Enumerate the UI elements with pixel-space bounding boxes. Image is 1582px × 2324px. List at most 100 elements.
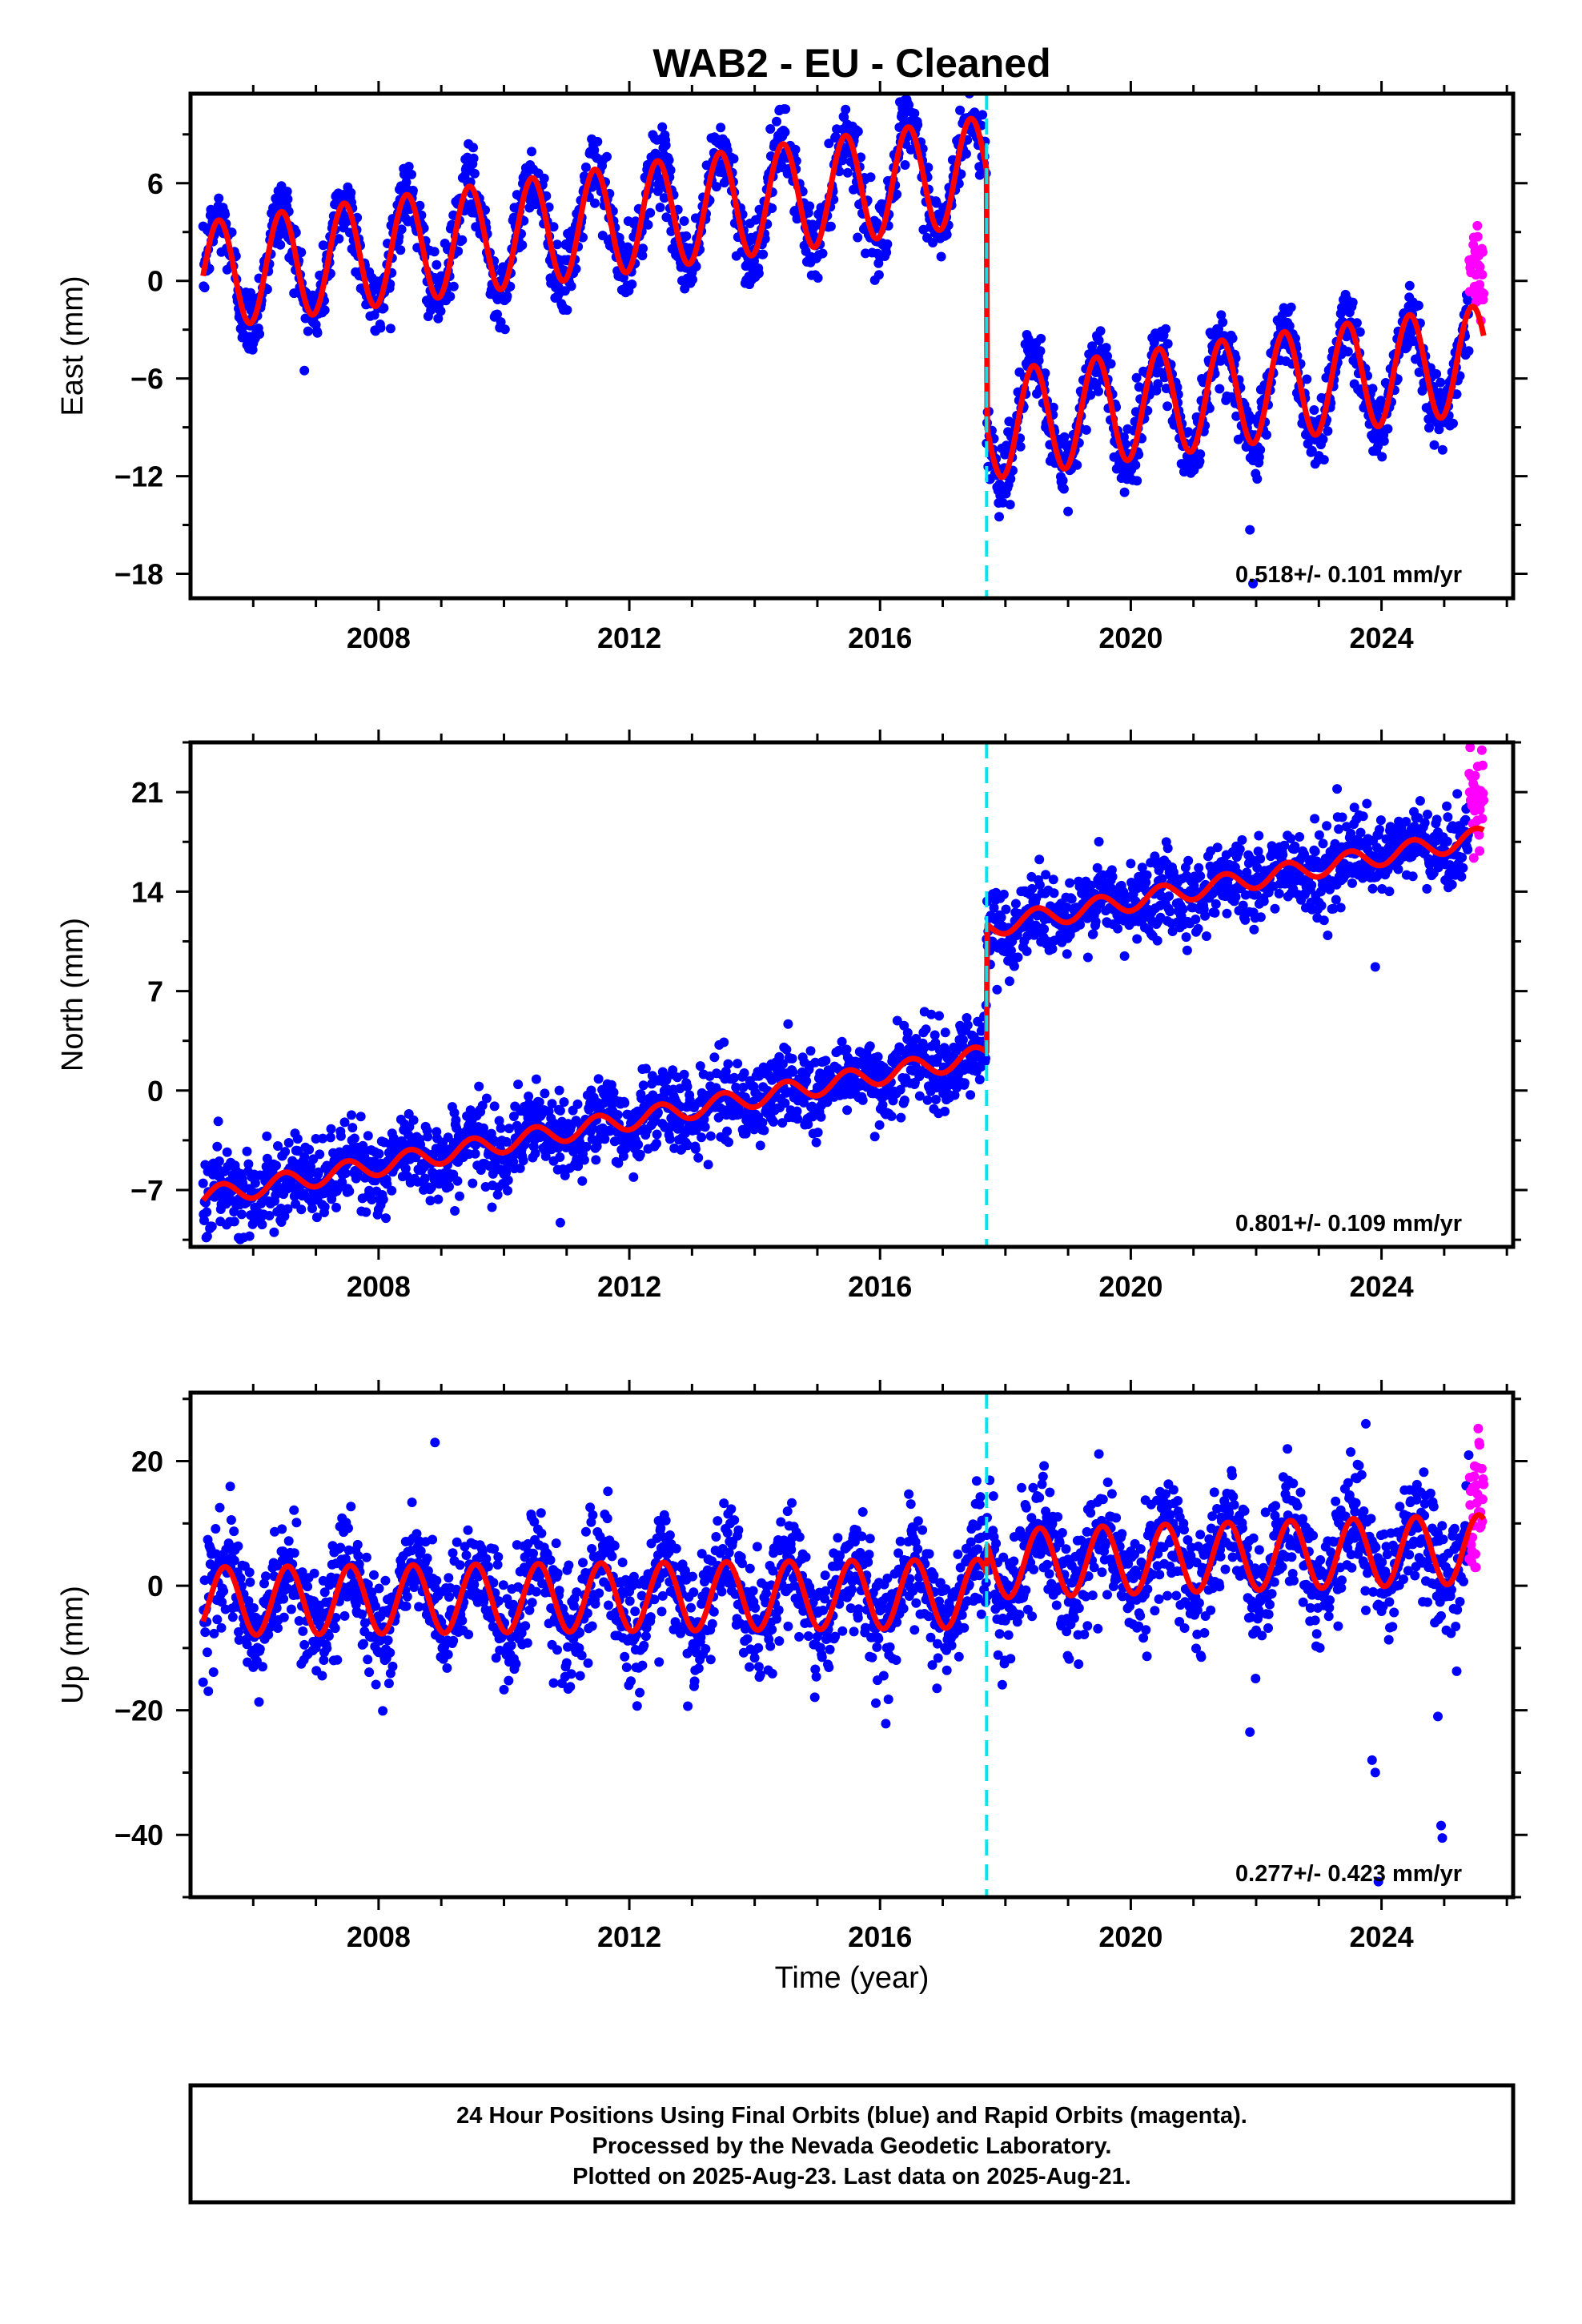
north-data-point [1150,851,1160,862]
east-data-point [578,232,588,243]
north-data-point [811,1137,821,1148]
east-data-point [817,248,828,259]
north-data-point [1088,929,1098,939]
east-data-point [375,323,386,333]
east-data-point [1413,300,1423,311]
east-data-point [1309,405,1319,415]
north-data-point [1322,821,1332,831]
east-data-point [767,203,777,213]
north-data-point [381,1213,391,1224]
north-data-point [1270,903,1280,914]
east-data-point [790,144,801,155]
east-data-point [214,193,224,203]
east-data-point [825,221,836,231]
east-data-point [955,105,966,115]
north-data-point [1107,871,1118,882]
north-data-point [719,1037,729,1047]
north-rapid-point [1470,770,1480,781]
north-data-point [1442,801,1452,811]
north-data-point [1065,878,1075,888]
north-data-point [1152,935,1162,946]
north-data-point [865,1041,875,1051]
east-data-point [517,240,528,251]
east-data-point [661,140,671,151]
north-data-point [769,1116,779,1127]
east-data-point [994,512,1004,522]
north-data-point [361,1207,371,1217]
east-data-point [716,123,726,133]
north-data-point [349,1133,359,1144]
east-x-tick-label: 2024 [1350,621,1414,654]
north-data-point [481,1093,492,1104]
east-data-point [913,119,923,130]
north-data-point [1062,949,1072,959]
east-data-point [830,131,841,142]
east-data-point [1218,317,1228,328]
east-data-point [468,153,479,163]
east-data-point [415,200,425,211]
north-data-point [530,1148,540,1159]
east-data-point [729,154,739,164]
east-data-point [1464,346,1474,356]
north-data-point [1255,854,1266,864]
north-data-point [577,1176,588,1186]
north-data-point [635,1149,645,1160]
east-data-point [1367,384,1378,394]
east-y-tick-label: 6 [147,167,163,200]
east-data-point [1437,444,1447,455]
north-data-point [1194,862,1204,873]
north-data-point [705,1131,716,1141]
east-data-point [1343,347,1353,357]
north-data-point [487,1202,497,1212]
east-data-point [872,218,882,228]
east-data-point [502,291,512,301]
north-data-point [703,1160,713,1170]
north-data-point [962,1020,973,1031]
north-data-point [1422,883,1432,894]
north-data-point [198,1178,208,1188]
north-data-point [503,1175,513,1185]
east-data-point [334,234,344,244]
north-data-point [966,1090,976,1100]
north-data-point [229,1216,239,1227]
north-data-point [816,1112,826,1122]
east-data-point [346,187,356,198]
north-data-point [1212,842,1223,853]
east-plot-area [198,94,1489,589]
north-data-point [239,1254,248,1264]
north-data-point [612,1110,623,1120]
north-data-point [805,1046,816,1056]
east-data-point [283,194,293,204]
east-data-point [445,292,456,302]
north-data-point [1240,915,1251,925]
east-data-point [1302,374,1312,384]
east-data-point [1377,452,1387,462]
north-data-point [665,1134,675,1144]
east-data-point [385,324,396,334]
north-data-point [783,1019,793,1029]
east-data-point [1463,296,1473,305]
east-data-point [881,247,892,258]
east-data-point [645,207,656,218]
north-data-point [1347,878,1357,888]
north-data-point [1452,789,1463,799]
north-data-point [1034,854,1045,865]
north-data-point [468,1178,478,1188]
north-data-point [213,1116,223,1127]
east-data-point [1063,506,1074,517]
north-data-point [1210,907,1220,918]
north-data-point [1142,870,1152,880]
east-x-tick-label: 2012 [597,621,661,654]
north-data-point [899,1096,909,1105]
east-data-point [1319,455,1329,465]
north-data-point [1157,874,1167,884]
north-data-point [801,1076,812,1086]
east-data-point [566,281,576,292]
north-data-point [723,1059,733,1069]
east-data-point [643,219,653,230]
east-data-point [853,232,863,243]
east-data-point [853,127,863,137]
east-data-point [1101,343,1111,353]
north-data-point [236,1209,247,1220]
east-data-point [379,303,389,313]
